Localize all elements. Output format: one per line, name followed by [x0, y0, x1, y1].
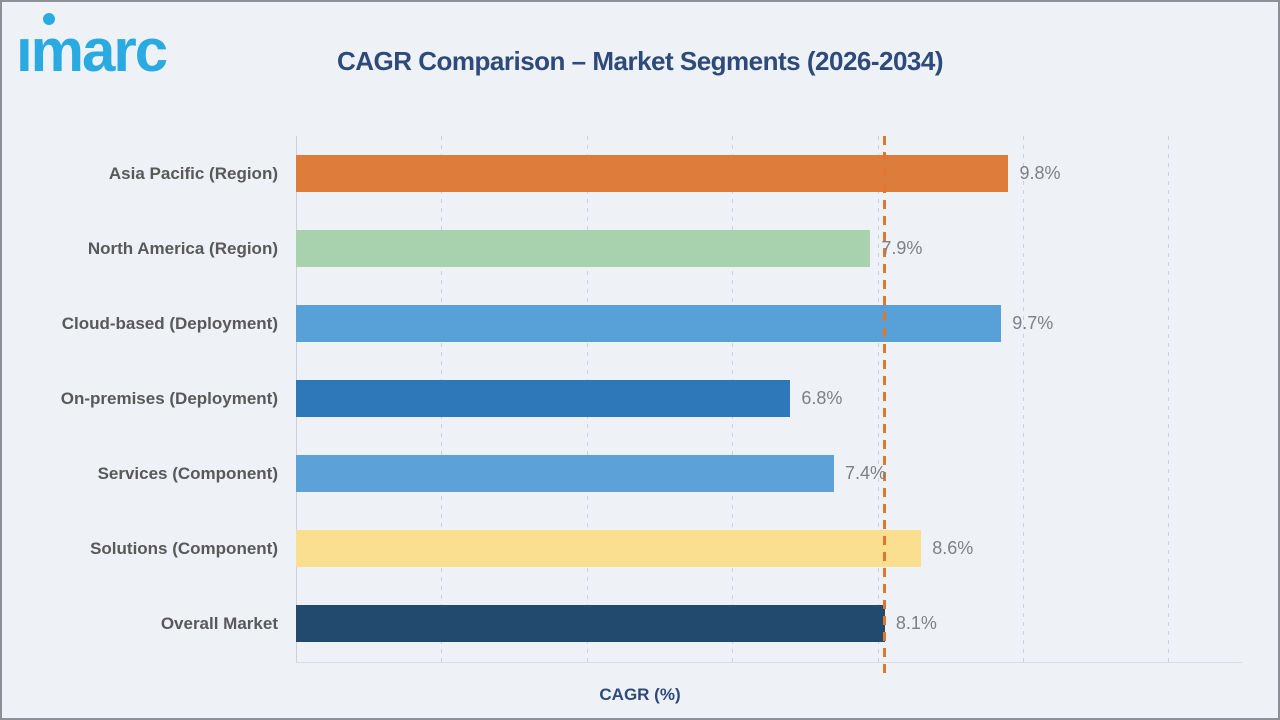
bar [296, 605, 885, 642]
imarc-logo: ımarc [16, 2, 236, 98]
category-label: On-premises (Deployment) [60, 389, 278, 408]
category-label: Services (Component) [97, 464, 278, 483]
chart-title: CAGR Comparison – Market Segments (2026-… [336, 46, 944, 76]
bar-row: Services (Component) 7.4% [2, 436, 1278, 511]
bar [296, 230, 871, 267]
plot-area: Asia Pacific (Region) 9.8% North America (… [2, 136, 1278, 673]
bar-row: Solutions (Component) 8.6% [2, 511, 1278, 586]
bar-row: On-premises (Deployment) 6.8% [2, 361, 1278, 436]
bar [296, 155, 1009, 192]
value-label: 7.9% [881, 238, 923, 258]
bar [296, 530, 922, 567]
value-label: 9.7% [1012, 313, 1054, 333]
value-label: 7.4% [844, 463, 886, 483]
value-label: 8.1% [895, 613, 937, 633]
gridline [1023, 136, 1024, 662]
category-label: North America (Region) [87, 239, 278, 258]
bar-row: Asia Pacific (Region) 9.8% [2, 136, 1278, 211]
gridline [1168, 136, 1170, 662]
value-label: 6.8% [801, 388, 843, 408]
category-label: Cloud-based (Deployment) [61, 314, 278, 333]
x-axis-label: CAGR (%) [599, 685, 681, 704]
value-label: 9.8% [1019, 163, 1061, 183]
category-label: Overall Market [160, 614, 278, 633]
reference-line [883, 136, 887, 673]
value-label: 8.6% [932, 538, 974, 558]
bar [296, 455, 834, 492]
gridline [877, 136, 879, 662]
x-axis-line [296, 662, 1242, 663]
bar-row: Cloud-based (Deployment) 9.7% [2, 286, 1278, 361]
category-label: Asia Pacific (Region) [108, 164, 278, 183]
logo-dot-icon [43, 13, 55, 25]
bar-row: North America (Region) 7.9% [2, 211, 1278, 286]
category-label: Solutions (Component) [90, 539, 278, 558]
bar-row: Overall Market 8.1% [2, 586, 1278, 661]
imarc-logo-text: ımarc [16, 17, 168, 84]
bar [296, 380, 791, 417]
bar [296, 305, 1002, 342]
